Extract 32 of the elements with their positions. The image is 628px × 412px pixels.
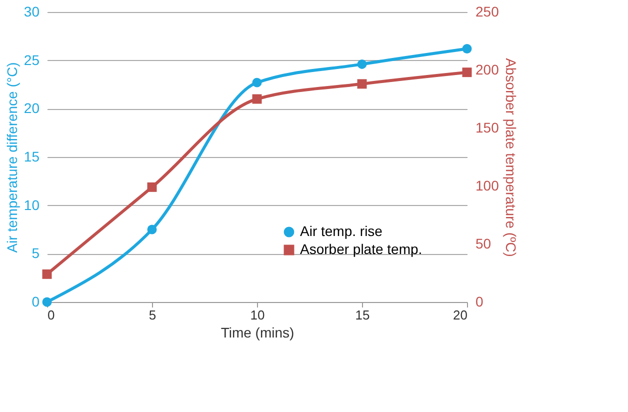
x-tick-label: 5 [148, 308, 156, 322]
y-tick-label: 5 [32, 245, 40, 262]
y2-tick-label: 0 [476, 294, 484, 310]
point [147, 224, 157, 234]
point [462, 44, 472, 54]
point [252, 78, 262, 88]
y-tick-label: 25 [24, 52, 40, 68]
y-tick-label: 30 [24, 4, 40, 20]
point [147, 182, 157, 192]
y2-tick-label: 250 [476, 4, 500, 20]
point [357, 59, 367, 69]
y2-tick-label: 150 [476, 120, 500, 136]
x-tick-label: 20 [453, 308, 468, 322]
x-tick-label: 15 [355, 308, 370, 322]
y2-tick-label: 100 [476, 178, 500, 194]
point [252, 94, 262, 104]
legend-label: Air temp. rise [300, 223, 383, 239]
point [357, 79, 367, 89]
y-tick-label: 15 [24, 148, 40, 164]
x-tick-label: 10 [250, 308, 265, 322]
y2-tick-label: 50 [476, 236, 492, 252]
point [462, 68, 472, 78]
y-axis-title: Air temperature difference (°C) [4, 62, 20, 253]
y-tick-label: 20 [24, 100, 40, 116]
y-tick-label: 0 [32, 294, 40, 310]
x-axis-title: Time (mins) [220, 324, 294, 340]
x-tick-label: 0 [48, 308, 55, 322]
legend-label: Asorber plate temp. [300, 241, 422, 257]
y-tick-label: 10 [24, 196, 40, 213]
y2-tick-label: 200 [476, 62, 500, 78]
y2-axis-title: Absorber plate temperature (ºC) [502, 58, 519, 257]
point [42, 269, 52, 279]
